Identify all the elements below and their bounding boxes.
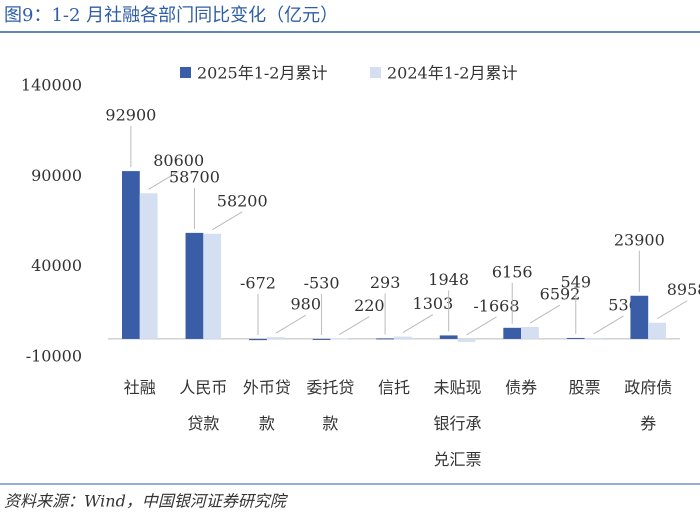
legend-swatch	[180, 67, 191, 78]
legend-swatch	[370, 67, 381, 78]
bar	[185, 232, 204, 339]
bar	[376, 338, 394, 340]
value-label: -1668	[473, 296, 519, 315]
x-tick-label: 委托贷款	[306, 378, 354, 433]
bar	[439, 335, 458, 339]
value-label: 980	[291, 295, 322, 314]
y-tick-label: -10000	[26, 347, 82, 366]
value-label: 1303	[413, 294, 454, 313]
bar	[648, 322, 667, 339]
value-label: 220	[354, 296, 385, 315]
leader-line	[529, 304, 561, 324]
leader-line	[466, 316, 497, 336]
value-label: -530	[304, 273, 340, 292]
x-tick-label: 信托	[378, 378, 410, 397]
value-label: -672	[240, 273, 276, 292]
x-tick-label: 未贴现银行承兑汇票	[434, 378, 482, 469]
leader-line	[339, 316, 370, 335]
chart-title: 图9：1-2 月社融各部门同比变化（亿元）	[4, 5, 338, 26]
value-label: 1948	[428, 270, 469, 289]
y-tick-label: 40000	[31, 256, 82, 275]
legend-label: 2024年1-2月累计	[387, 64, 518, 83]
leader-line	[656, 300, 688, 320]
x-tick-label: 外币贷款	[243, 378, 291, 433]
value-label: 6592	[540, 285, 581, 304]
leader-line	[148, 170, 179, 190]
bar	[394, 336, 412, 339]
bar	[521, 327, 539, 339]
bar	[312, 338, 331, 340]
value-label: 58200	[217, 191, 268, 210]
x-tick-label: 政府债券	[624, 378, 672, 433]
bar	[266, 337, 285, 339]
leader-line	[593, 315, 624, 335]
x-tick-label: 社融	[124, 378, 156, 397]
value-label: 6156	[492, 262, 533, 281]
value-label: 549	[560, 272, 591, 291]
bar	[566, 337, 585, 339]
bar	[584, 337, 603, 339]
y-tick-label: 90000	[31, 166, 82, 185]
bar	[330, 338, 349, 340]
value-label: 8958	[667, 280, 700, 299]
x-tick-label: 股票	[569, 378, 601, 397]
bar	[249, 338, 267, 341]
bar	[203, 233, 222, 339]
leader-line	[275, 314, 307, 334]
value-label: 80600	[153, 151, 204, 170]
bar	[457, 338, 476, 342]
bar	[630, 295, 649, 339]
value-label: 58700	[169, 167, 220, 186]
legend-label: 2025年1-2月累计	[197, 64, 328, 83]
bar	[121, 171, 140, 339]
leader-line	[211, 211, 243, 231]
y-tick-label: 140000	[21, 76, 82, 95]
x-tick-label: 人民币贷款	[179, 378, 227, 433]
source: 资料来源：Wind，中国银河证券研究院	[4, 492, 289, 511]
value-label: 23900	[614, 230, 665, 249]
value-label: 293	[370, 273, 401, 292]
bar	[503, 327, 522, 339]
value-label: 92900	[105, 106, 156, 125]
bar	[139, 193, 158, 339]
leader-line	[402, 314, 434, 334]
x-tick-label: 债券	[505, 378, 537, 397]
